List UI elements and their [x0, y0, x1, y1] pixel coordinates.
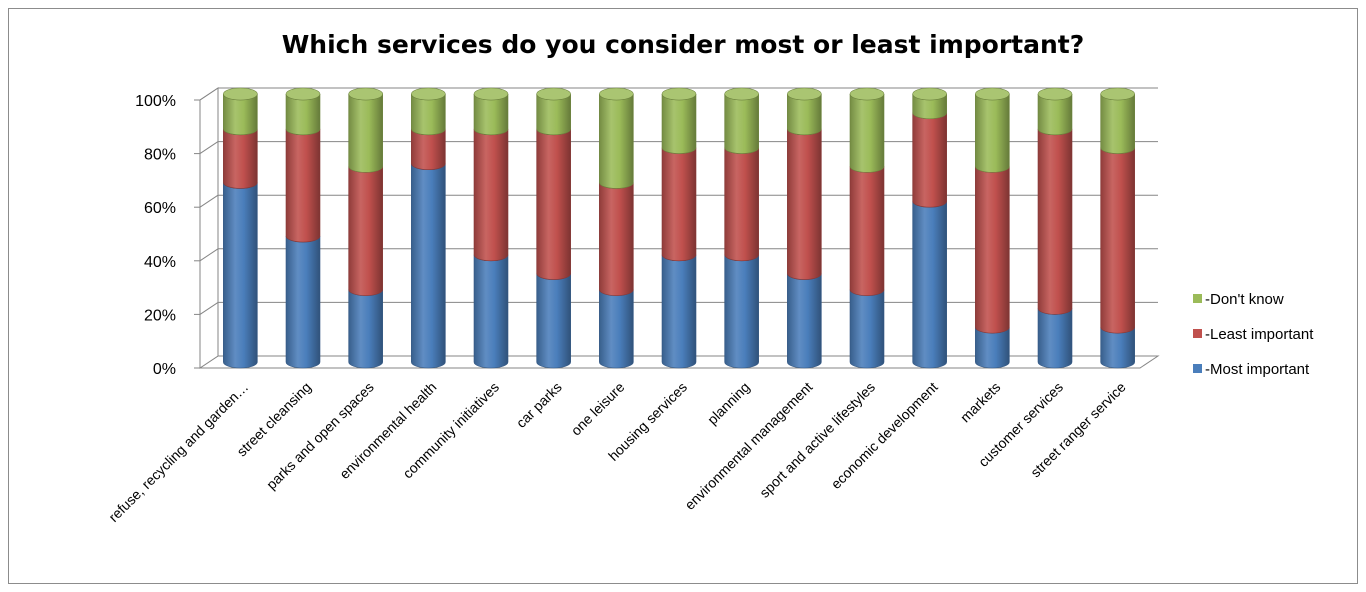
bar-segment [1100, 93, 1135, 154]
bar-segment [348, 289, 383, 369]
bar-segment [912, 201, 947, 369]
y-tick-label: 60% [144, 200, 176, 217]
bar-segment [599, 93, 634, 189]
bar-segment [536, 128, 571, 280]
bar-segment [661, 254, 697, 369]
bar-segment [975, 166, 1010, 334]
bar-segment [348, 93, 383, 173]
bar-segment [724, 147, 759, 262]
bar-top-cap [285, 87, 321, 101]
category-label: one leisure [568, 379, 628, 439]
plot-side-wall [199, 87, 219, 369]
bar-top-cap [223, 87, 258, 101]
bar-top-cap [912, 87, 947, 101]
category-label: planning [704, 379, 753, 428]
legend-label: -Most important [1205, 361, 1310, 378]
bar-segment [285, 235, 321, 369]
legend-swatch [1193, 364, 1202, 373]
bar-segment [661, 93, 697, 154]
bar-segment [724, 254, 759, 369]
legend-swatch [1193, 329, 1202, 338]
bar-top-cap [536, 87, 571, 101]
bar-top-cap [787, 87, 822, 101]
bar-segment [285, 128, 321, 243]
bar-segment [1100, 147, 1135, 334]
bar-segment [536, 273, 571, 369]
y-tick-label: 40% [144, 254, 176, 271]
bar-top-cap [1100, 87, 1135, 101]
bar-segment [975, 93, 1010, 173]
gridline-side [199, 248, 219, 262]
bar-segment [787, 273, 822, 369]
category-label: markets [957, 379, 1004, 426]
bar-segment [473, 128, 509, 262]
bar-segment [411, 163, 446, 369]
category-label: environmental management [681, 379, 815, 513]
y-tick-label: 100% [135, 93, 176, 110]
gridline-side [199, 87, 219, 101]
bar-top-cap [411, 87, 446, 101]
gridline-side [199, 141, 219, 155]
bar-segment [1037, 128, 1073, 315]
bar-segment [787, 128, 822, 280]
category-label: refuse, recycling and garden… [105, 379, 251, 525]
category-label: car parks [513, 379, 565, 431]
bar-top-cap [661, 87, 697, 101]
chart-title: Which services do you consider most or l… [281, 30, 1085, 59]
legend-swatch [1193, 294, 1202, 303]
bar-segment [223, 128, 258, 189]
category-label: sport and active lifestyles [756, 379, 878, 501]
y-tick-label: 20% [144, 307, 176, 324]
bar-top-cap [975, 87, 1010, 101]
bar-top-cap [1037, 87, 1073, 101]
bar-segment [661, 147, 697, 262]
bar-segment [348, 166, 383, 296]
legend-label: -Don't know [1205, 291, 1284, 308]
bar-segment [599, 289, 634, 369]
category-label: economic development [828, 379, 941, 492]
y-tick-label: 0% [153, 361, 176, 378]
bar-top-cap [849, 87, 885, 101]
bar-segment [599, 182, 634, 296]
bar-segment [849, 93, 885, 173]
legend-label: -Least important [1205, 326, 1314, 343]
bar-segment [849, 289, 885, 369]
gridline-side [199, 301, 219, 315]
bar-top-cap [473, 87, 509, 101]
bar-segment [849, 166, 885, 296]
bar-segment [223, 182, 258, 369]
bar-segment [1037, 308, 1073, 369]
bar-top-cap [599, 87, 634, 101]
bar-segment [473, 254, 509, 369]
gridline-side [199, 194, 219, 208]
bar-segment [724, 93, 759, 154]
bar-segment [912, 112, 947, 208]
y-tick-label: 80% [144, 147, 176, 164]
bar-top-cap [724, 87, 759, 101]
category-label: parks and open spaces [263, 379, 377, 493]
bar-top-cap [348, 87, 383, 101]
